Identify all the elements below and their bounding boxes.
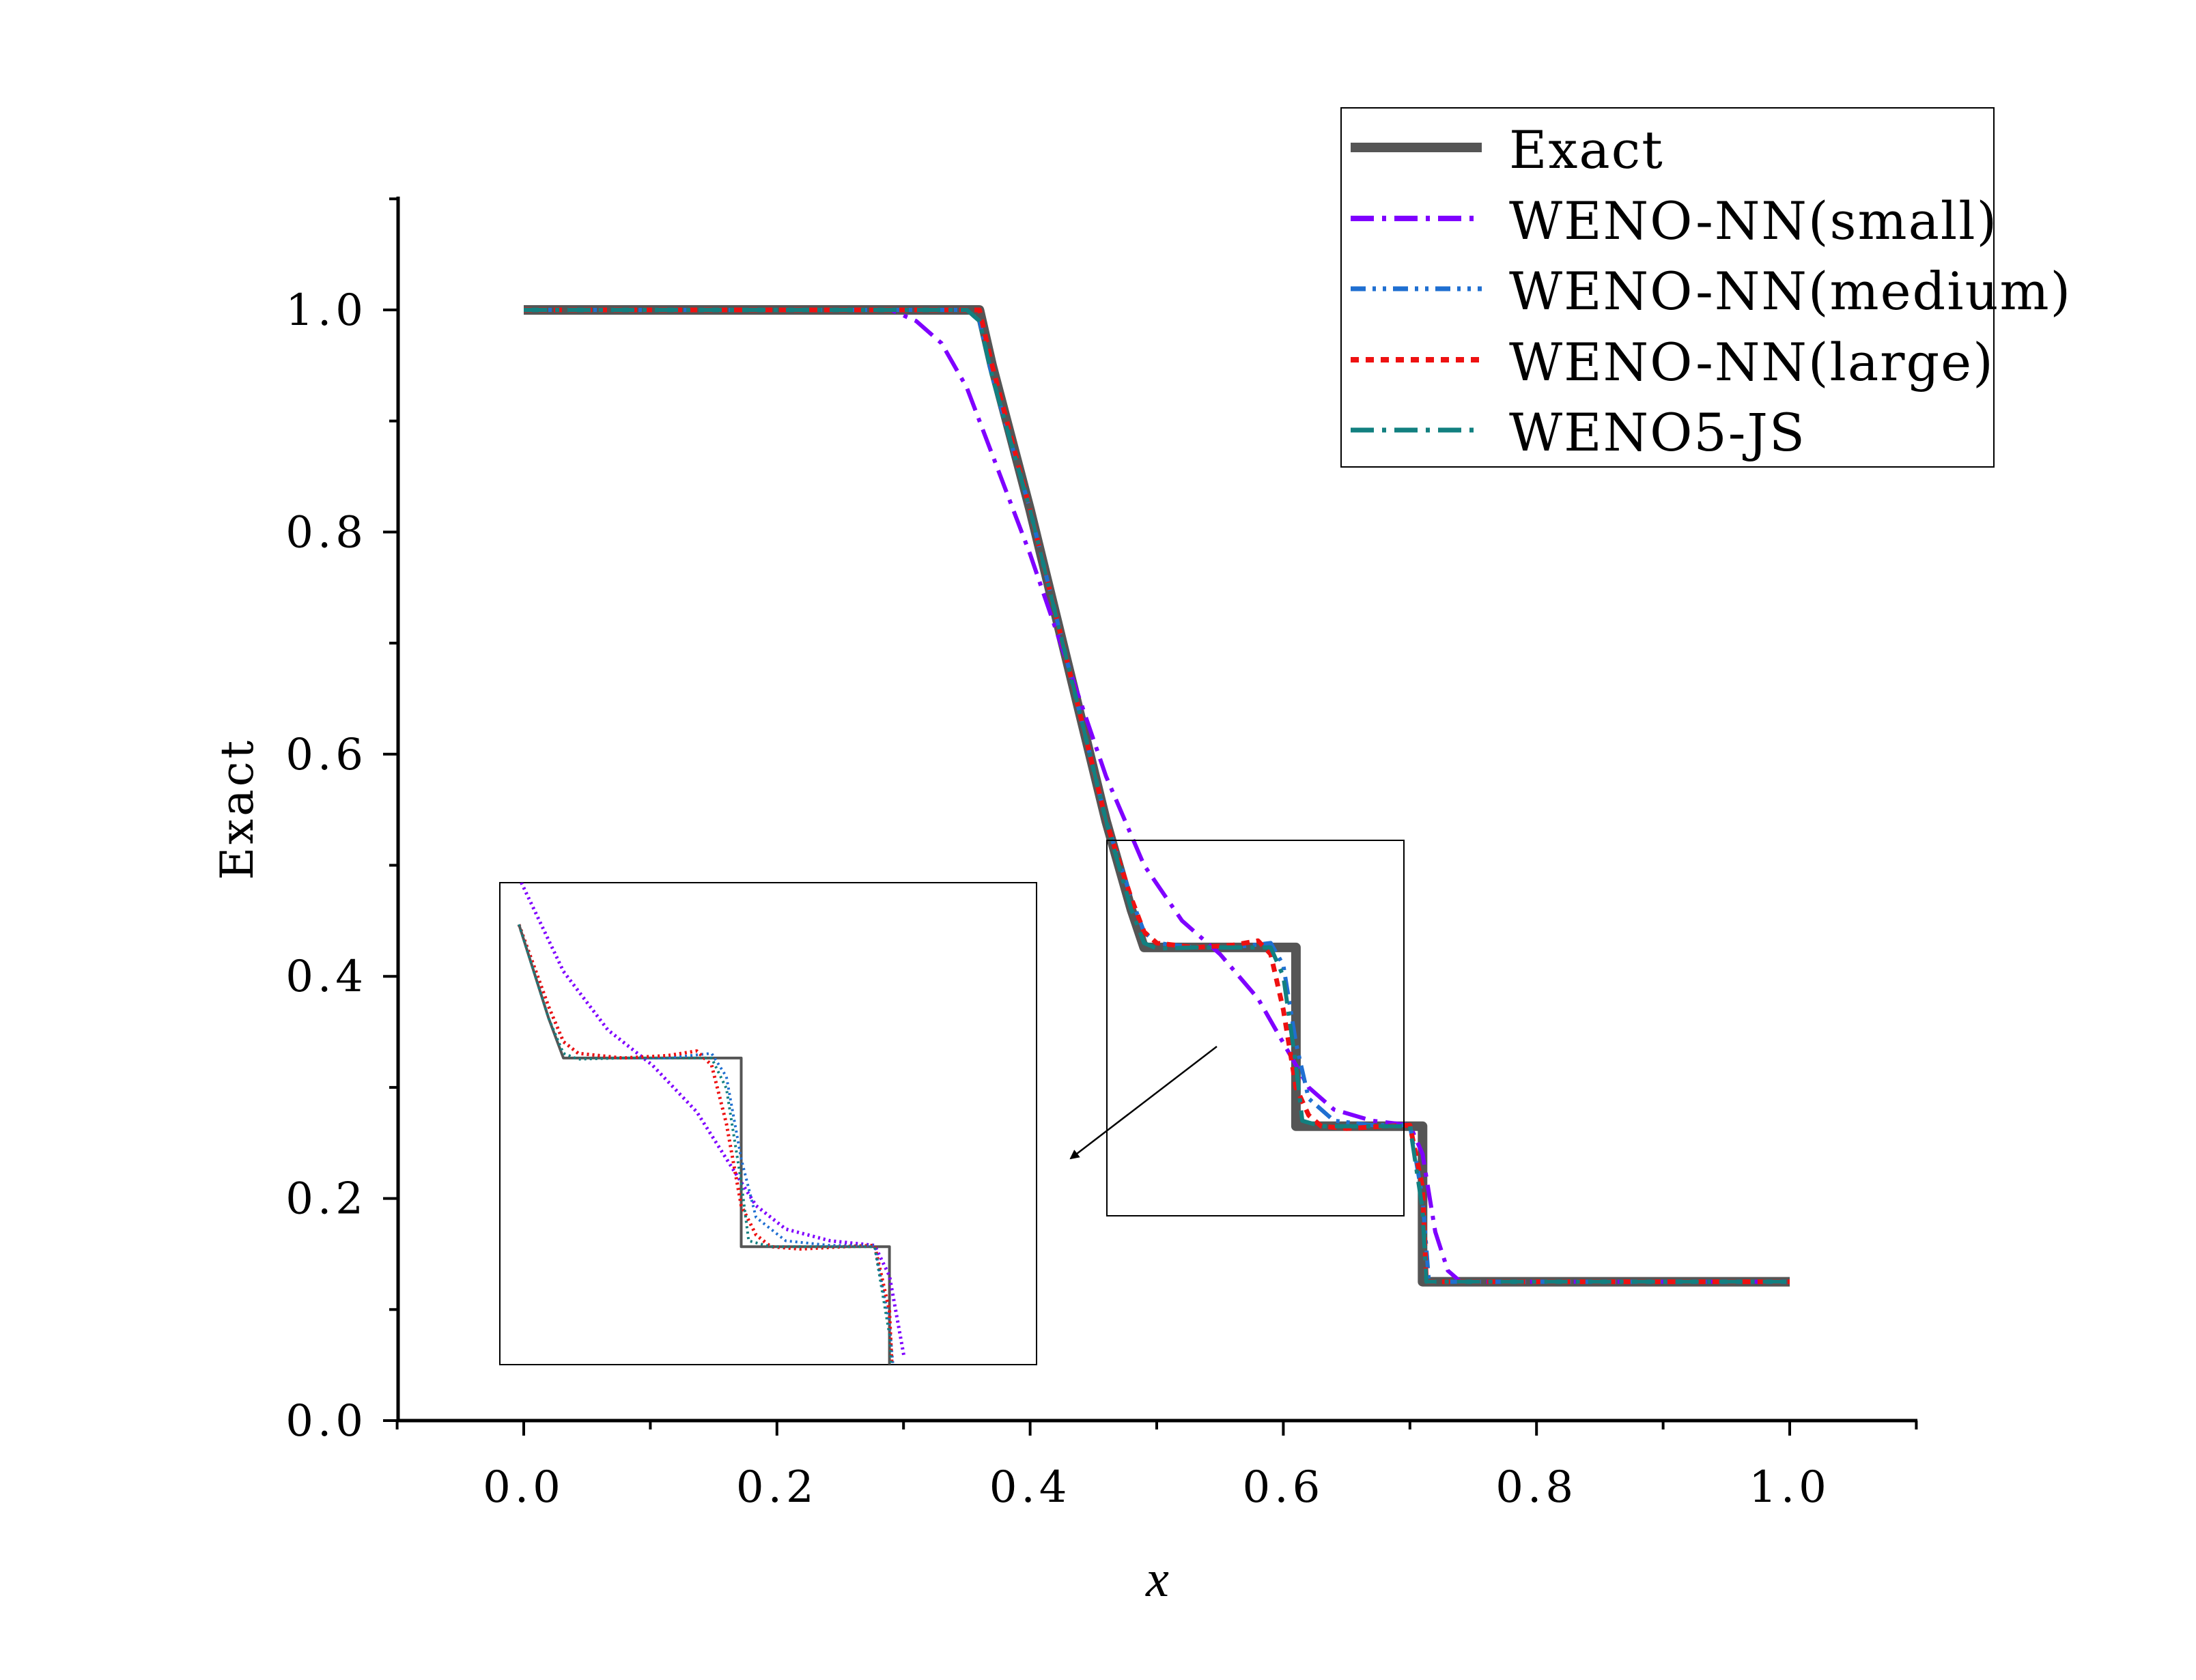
y-tick-label: 1.0	[285, 285, 367, 336]
y-tick-label: 0.0	[285, 1396, 367, 1447]
y-tick-label: 0.2	[285, 1174, 367, 1225]
legend-label-weno-nn-large: WENO-NN(large)	[1509, 332, 1995, 393]
series-line-weno5-js	[524, 308, 1790, 1284]
zoom-region-box	[1106, 840, 1405, 1216]
x-tick-labels: 0.0 0.2 0.4 0.6 0.8 1.0	[483, 1462, 1831, 1513]
y-tick-label: 0.8	[285, 507, 367, 558]
inset-series	[517, 883, 906, 1365]
inset-frame	[499, 882, 1037, 1365]
x-tick-label: 0.8	[1495, 1462, 1577, 1513]
y-tick-labels: 0.0 0.2 0.4 0.6 0.8 1.0	[285, 285, 367, 1447]
x-tick-label: 0.6	[1243, 1462, 1325, 1513]
x-tick-label: 0.0	[483, 1462, 565, 1513]
legend-label-exact: Exact	[1509, 119, 1664, 180]
x-tick-label: 1.0	[1749, 1462, 1831, 1513]
y-axis-title: Exact	[211, 738, 264, 880]
legend: Exact WENO-NN(small) WENO-NN(medium) WEN…	[1340, 107, 2072, 468]
y-tick-label: 0.6	[285, 730, 367, 780]
x-tick-label: 0.2	[736, 1462, 818, 1513]
legend-label-weno5-js: WENO5-JS	[1509, 402, 1806, 463]
inset-line-exact	[518, 924, 891, 1365]
legend-label-weno-nn-medium: WENO-NN(medium)	[1509, 261, 2072, 322]
inset-line-weno-nn-small	[519, 883, 906, 1358]
x-tick-label: 0.4	[989, 1462, 1071, 1513]
y-tick-label: 0.4	[285, 952, 367, 1002]
legend-swatches	[1351, 143, 1482, 433]
ticks	[383, 197, 1918, 1436]
zoom-arrow	[1069, 1046, 1217, 1160]
inset-line-weno5-js	[518, 924, 893, 1365]
x-axis-title: x	[1145, 1550, 1169, 1608]
legend-label-weno-nn-small: WENO-NN(small)	[1509, 190, 1998, 251]
series-line-weno-nn-small	[524, 308, 1790, 1284]
plot-series	[524, 305, 1790, 1287]
